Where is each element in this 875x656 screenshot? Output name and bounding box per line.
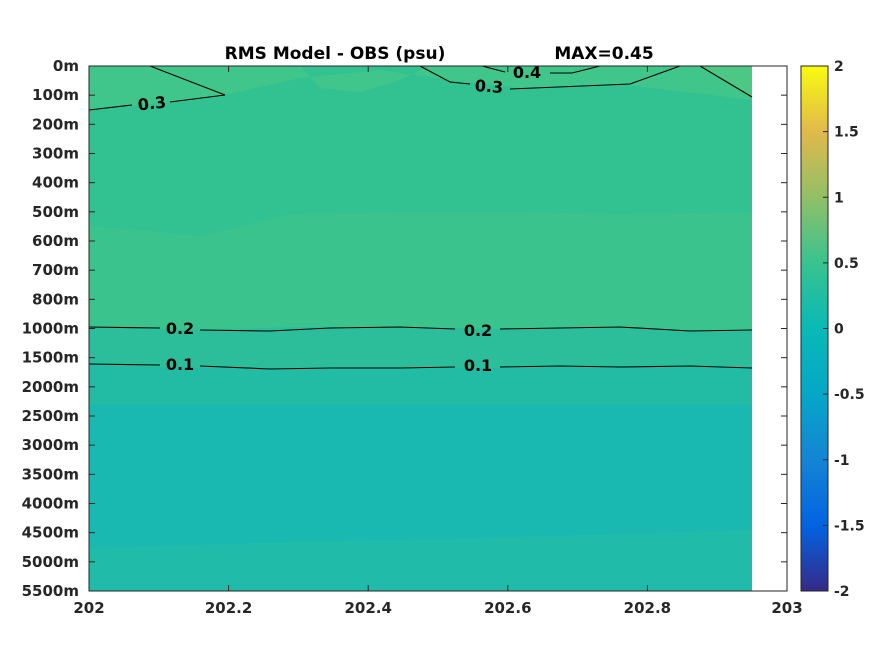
- band-surface-green: [89, 66, 752, 110]
- colorbar-ticks: 2 1.5 1 0.5 0 -0.5 -1 -1.5 -2: [823, 59, 865, 600]
- contour-label-0-1-left: 0.1: [166, 355, 194, 374]
- y-tick-label: 600m: [32, 232, 79, 250]
- band-bottom: [89, 530, 752, 591]
- band-0-2-to-0-1: [89, 327, 752, 369]
- y-tick-label: 300m: [32, 145, 79, 163]
- band-mid-green: [89, 212, 752, 330]
- contour-lines: [88, 65, 753, 370]
- x-tick-label: 202: [73, 599, 104, 617]
- x-tick-label: 202.8: [624, 599, 671, 617]
- contour-0-2-line: [88, 326, 753, 332]
- y-axis: 0m 100m 200m 300m 400m 500m 600m 700m 800m 1000m 1…: [22, 57, 787, 600]
- max-annotation: MAX=0.45: [554, 44, 653, 64]
- contour-0-4-line: [481, 65, 601, 74]
- y-tick-label: 2500m: [22, 407, 79, 425]
- band-deep: [89, 405, 752, 548]
- colorbar-tick-label: 1: [834, 190, 844, 206]
- y-tick-label: 1500m: [22, 349, 79, 367]
- y-tick-label: 100m: [32, 86, 79, 104]
- band-upper-green: [89, 66, 752, 236]
- y-tick-label: 5000m: [22, 553, 79, 571]
- contour-label-0-2-right: 0.2: [464, 321, 492, 340]
- band-surface-peak: [430, 66, 752, 98]
- contour-label-0-3-right: 0.3: [474, 76, 504, 97]
- x-tick-label: 202.2: [205, 599, 252, 617]
- y-tick-label: 200m: [32, 115, 79, 133]
- contour-0-3-left-line: [88, 65, 226, 111]
- y-tick-label: 0m: [53, 57, 79, 75]
- y-tick-label: 2000m: [22, 378, 79, 396]
- contour-label-0-2-left: 0.2: [166, 319, 194, 338]
- x-tick-label: 202.4: [344, 599, 391, 617]
- colorbar-tick-label: -1: [834, 453, 850, 469]
- y-tick-label: 1000m: [22, 320, 79, 338]
- y-tick-label: 400m: [32, 174, 79, 192]
- contour-label-0-3-left: 0.3: [137, 93, 167, 115]
- x-axis: 202 202.2 202.4 202.6 202.8 203: [73, 66, 803, 617]
- contour-label-0-4: 0.4: [513, 63, 541, 82]
- colorbar-tick-label: 0: [834, 322, 844, 338]
- y-tick-label: 3500m: [22, 465, 79, 483]
- colorbar: 2 1.5 1 0.5 0 -0.5 -1 -1.5 -2: [800, 59, 865, 600]
- x-tick-label: 202.6: [484, 599, 531, 617]
- contour-0-3-right-line: [419, 65, 753, 98]
- colorbar-tick-label: -0.5: [834, 387, 865, 403]
- heatmap-plot: 0.2 0.2 0.1 0.1 0.3 0.3 0.4: [88, 63, 788, 592]
- colorbar-tick-label: -1.5: [834, 518, 865, 534]
- colorbar-tick-label: -2: [834, 584, 850, 600]
- band-below-0-1: [89, 365, 752, 405]
- contour-0-1-line: [88, 363, 753, 370]
- y-tick-label: 3000m: [22, 436, 79, 454]
- chart-title: RMS Model - OBS (psu): [225, 44, 446, 64]
- y-tick-label: 500m: [32, 203, 79, 221]
- colorbar-tick-label: 2: [834, 59, 844, 75]
- colorbar-tick-label: 1.5: [834, 125, 859, 141]
- colorbar-tick-label: 0.5: [834, 256, 859, 272]
- y-tick-label: 4500m: [22, 524, 79, 542]
- x-tick-label: 203: [771, 599, 802, 617]
- y-tick-label: 700m: [32, 261, 79, 279]
- y-tick-label: 800m: [32, 290, 79, 308]
- contour-label-0-1-right: 0.1: [464, 356, 492, 375]
- y-tick-label: 4000m: [22, 495, 79, 513]
- y-tick-label: 5500m: [22, 582, 79, 600]
